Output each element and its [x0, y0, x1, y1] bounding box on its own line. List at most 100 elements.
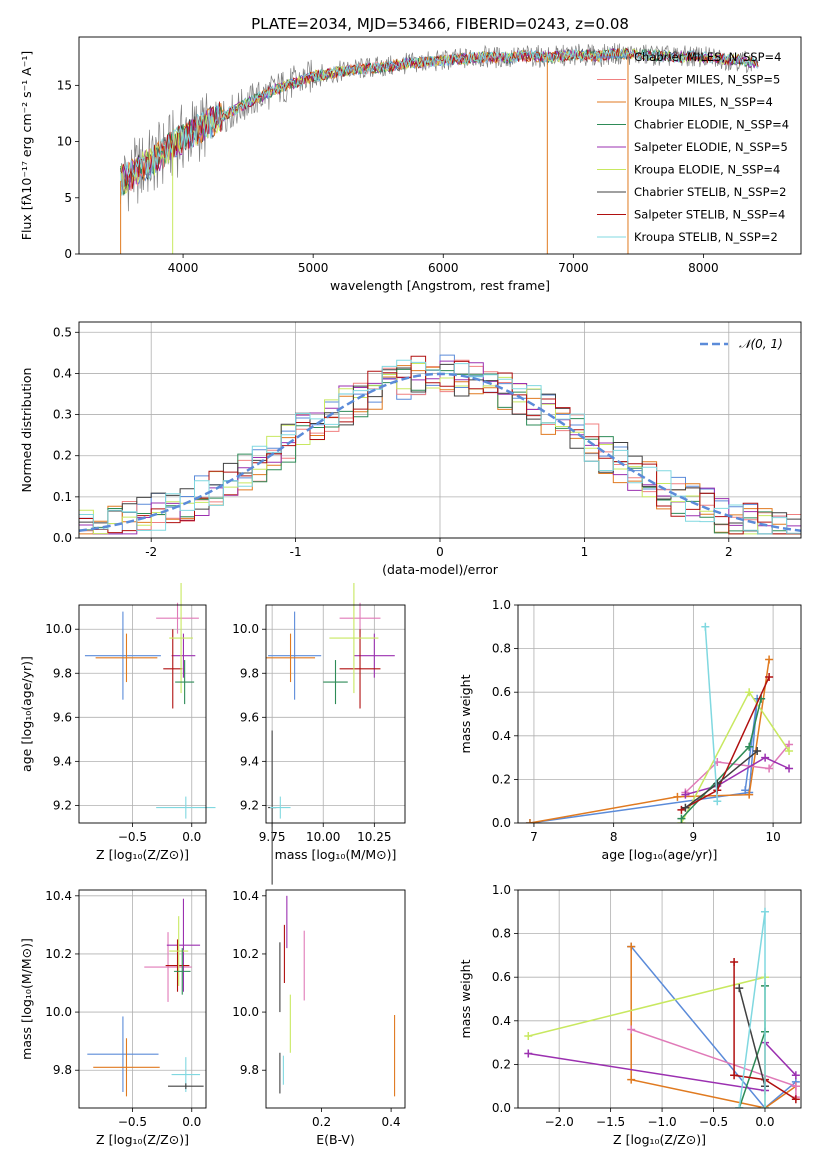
y-tick-label: 9.2: [240, 798, 259, 812]
y-tick-label: 0.2: [492, 1057, 511, 1071]
x-axis-label: Z [log₁₀(Z/Z⊙)]: [96, 1132, 189, 1147]
normal-curve: [79, 372, 801, 533]
axes-frame: [78, 36, 802, 255]
x-tick-label: 0.2: [312, 1115, 331, 1129]
histogram-step: [79, 363, 801, 535]
errorbars: [266, 582, 395, 885]
axes-frame: [78, 889, 207, 1109]
weight-marker: [745, 742, 754, 751]
weight-marker: [765, 764, 774, 773]
y-tick-label: 9.4: [53, 754, 72, 768]
weight-marker: [760, 1104, 769, 1108]
x-axis-label: wavelength [Angstrom, rest frame]: [330, 278, 550, 293]
x-tick-label: −2.0: [545, 1115, 574, 1129]
weight-line: [738, 987, 766, 1087]
y-tick-label: 9.8: [240, 666, 259, 680]
y-tick-label: 0.0: [53, 531, 72, 545]
errorbars: [279, 895, 396, 1097]
y-tick-label: 0.4: [53, 366, 72, 380]
weight-line: [704, 626, 719, 802]
weight-marker: [785, 764, 794, 773]
weight-marker: [627, 1075, 636, 1084]
x-tick-label: 0.0: [182, 1115, 201, 1129]
weight-marker: [681, 790, 690, 799]
x-axis-label: (data-model)/error: [382, 562, 499, 577]
y-axis-label: mass weight: [458, 674, 473, 753]
weight-marker: [735, 1104, 744, 1108]
axes-frame: [265, 604, 406, 824]
y-tick-label: 0.2: [53, 449, 72, 463]
y-tick-label: 9.8: [240, 1063, 259, 1077]
x-axis-label: E(B-V): [316, 1132, 355, 1147]
axes-5: −0.5 0.0 9.8 10.0 10.2 10.4 Z [log₁₀(Z/Z⊙)] mas…: [19, 889, 206, 1147]
x-tick-label: 1: [581, 545, 589, 559]
legend-label: Kroupa ELODIE, N_SSP=4: [634, 163, 780, 177]
x-tick-label: −1.5: [596, 1115, 625, 1129]
x-axis-label: Z [log₁₀(Z/Z⊙)]: [96, 847, 189, 862]
legend-label: Kroupa MILES, N_SSP=4: [634, 95, 773, 109]
weight-marker: [735, 984, 744, 993]
weight-marker: [785, 747, 794, 756]
weight-marker: [681, 803, 690, 812]
weight-marker: [791, 1082, 800, 1091]
x-tick-label: -2: [145, 545, 157, 559]
spectrum-lines: [120, 43, 759, 254]
axes-frame: [517, 889, 802, 1109]
weight-marker: [730, 1071, 739, 1080]
x-tick-label: 10.25: [357, 830, 391, 844]
y-tick-label: 0.4: [492, 729, 511, 743]
y-tick-label: 0.2: [492, 772, 511, 786]
legend-label: Salpeter ELODIE, N_SSP=5: [634, 140, 788, 154]
y-tick-label: 9.8: [53, 1063, 72, 1077]
y-tick-label: 10.2: [232, 947, 259, 961]
x-axis-label: mass [log₁₀(M/M⊙)]: [275, 847, 397, 862]
x-tick-label: 10: [765, 830, 780, 844]
weight-line: [630, 946, 797, 1108]
axes-0: 4000 5000 6000 7000 8000 0 5 10 15 wavelength [An…: [19, 43, 789, 293]
histograms: [79, 354, 801, 535]
weight-marker: [741, 786, 750, 795]
y-axis-label: age [log₁₀(age/yr)]: [19, 656, 34, 772]
model-spectrum-line: [120, 47, 759, 196]
x-tick-label: 7: [530, 830, 538, 844]
y-tick-label: 5: [64, 191, 72, 205]
weight-marker: [627, 1025, 636, 1034]
y-tick-label: 9.6: [240, 710, 259, 724]
y-tick-label: 10.0: [45, 622, 72, 636]
x-tick-label: 8000: [688, 261, 719, 275]
y-tick-label: 0.3: [53, 408, 72, 422]
y-tick-label: 0.0: [492, 816, 511, 830]
x-tick-label: 0.0: [182, 830, 201, 844]
x-tick-label: 10.00: [306, 830, 340, 844]
y-tick-label: 10.0: [45, 1005, 72, 1019]
y-tick-label: 0.6: [492, 685, 511, 699]
histogram-step: [79, 359, 801, 535]
weight-lines: [524, 907, 800, 1108]
weight-marker: [730, 957, 739, 966]
y-tick-label: 1.0: [492, 598, 511, 612]
y-tick-label: 0: [64, 247, 72, 261]
weight-marker: [524, 1049, 533, 1058]
y-tick-label: 1.0: [492, 883, 511, 897]
weight-marker: [760, 907, 769, 916]
weight-marker: [525, 819, 534, 823]
y-tick-label: 9.8: [53, 666, 72, 680]
weight-marker: [745, 688, 754, 697]
y-axis-label: Flux [fλ10⁻¹⁷ erg cm⁻² s⁻¹ A⁻¹]: [19, 51, 34, 240]
axes-frame: [265, 889, 406, 1109]
figure-title: PLATE=2034, MJD=53466, FIBERID=0243, z=0…: [251, 15, 629, 33]
y-tick-label: 0.8: [492, 642, 511, 656]
weight-line: [733, 961, 797, 1100]
y-tick-label: 9.4: [240, 754, 259, 768]
x-tick-label: 0: [436, 545, 444, 559]
legend-label: Chabrier STELIB, N_SSP=2: [634, 185, 786, 199]
y-tick-label: 0.8: [492, 927, 511, 941]
weight-line: [630, 946, 797, 1108]
legend-label: Salpeter STELIB, N_SSP=4: [634, 208, 785, 222]
weight-marker: [713, 779, 722, 788]
y-tick-label: 0.5: [53, 325, 72, 339]
x-tick-label: 9: [690, 830, 698, 844]
weight-marker: [765, 672, 774, 681]
errorbars: [87, 898, 204, 1097]
legend: Chabrier MILES, N_SSP=4 Salpeter MILES, N…: [597, 50, 789, 244]
